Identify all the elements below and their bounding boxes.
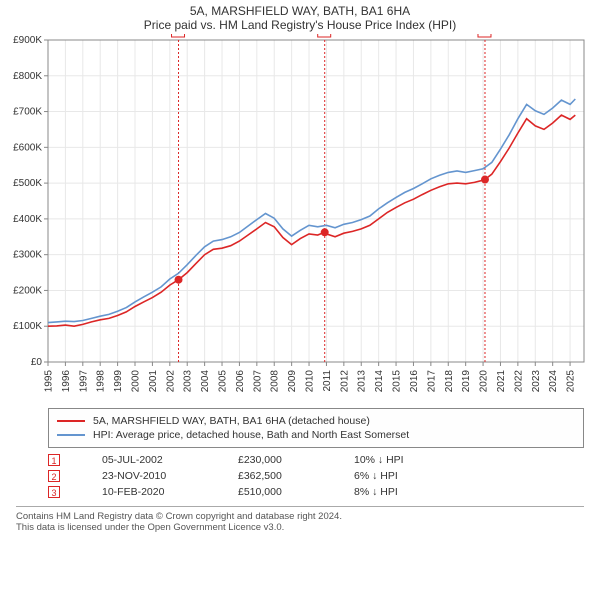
svg-text:2004: 2004 — [200, 370, 211, 393]
svg-text:2013: 2013 — [357, 370, 368, 393]
title-address: 5A, MARSHFIELD WAY, BATH, BA1 6HA — [0, 4, 600, 18]
svg-text:2016: 2016 — [409, 370, 420, 393]
svg-text:£500K: £500K — [13, 178, 42, 189]
svg-text:£900K: £900K — [13, 35, 42, 46]
svg-text:2024: 2024 — [548, 370, 559, 393]
svg-text:2014: 2014 — [374, 370, 385, 393]
svg-text:£800K: £800K — [13, 71, 42, 82]
legend-swatch-property — [57, 420, 85, 422]
sale-price: £230,000 — [238, 454, 318, 466]
svg-text:2017: 2017 — [426, 370, 437, 393]
svg-text:3: 3 — [482, 34, 487, 36]
svg-text:2005: 2005 — [218, 370, 229, 393]
svg-text:2020: 2020 — [479, 370, 490, 393]
svg-text:2010: 2010 — [305, 370, 316, 393]
footer-licence: Contains HM Land Registry data © Crown c… — [16, 506, 584, 533]
svg-text:£400K: £400K — [13, 214, 42, 225]
svg-text:2011: 2011 — [322, 370, 333, 392]
sale-price: £510,000 — [238, 486, 318, 498]
svg-text:1: 1 — [176, 34, 181, 36]
table-row: 2 23-NOV-2010 £362,500 6% ↓ HPI — [48, 470, 584, 482]
title-subtitle: Price paid vs. HM Land Registry's House … — [0, 18, 600, 32]
sale-diff: 8% ↓ HPI — [354, 486, 454, 498]
footer-line1: Contains HM Land Registry data © Crown c… — [16, 511, 584, 522]
svg-text:£600K: £600K — [13, 142, 42, 153]
table-row: 1 05-JUL-2002 £230,000 10% ↓ HPI — [48, 454, 584, 466]
svg-text:2023: 2023 — [531, 370, 542, 393]
sale-diff: 10% ↓ HPI — [354, 454, 454, 466]
legend-swatch-hpi — [57, 434, 85, 436]
svg-text:2: 2 — [322, 34, 327, 36]
sale-date: 05-JUL-2002 — [102, 454, 202, 466]
svg-text:2000: 2000 — [131, 370, 142, 393]
svg-text:2018: 2018 — [444, 370, 455, 393]
svg-text:2015: 2015 — [392, 370, 403, 393]
legend-text-hpi: HPI: Average price, detached house, Bath… — [93, 429, 409, 441]
svg-text:£700K: £700K — [13, 107, 42, 118]
svg-text:1995: 1995 — [44, 370, 55, 393]
svg-text:2003: 2003 — [183, 370, 194, 393]
sale-date: 10-FEB-2020 — [102, 486, 202, 498]
svg-text:£0: £0 — [31, 357, 43, 368]
svg-text:£200K: £200K — [13, 285, 42, 296]
chart-area: £0 £100K £200K £300K £400K £500K £600K £700K £80… — [0, 34, 600, 404]
svg-text:1999: 1999 — [113, 370, 124, 393]
chart-title-area: 5A, MARSHFIELD WAY, BATH, BA1 6HA Price … — [0, 0, 600, 34]
table-row: 3 10-FEB-2020 £510,000 8% ↓ HPI — [48, 486, 584, 498]
legend-entry-hpi: HPI: Average price, detached house, Bath… — [57, 429, 575, 441]
svg-text:2021: 2021 — [496, 370, 507, 393]
svg-text:£100K: £100K — [13, 321, 42, 332]
sale-diff: 6% ↓ HPI — [354, 470, 454, 482]
sale-marker-2: 2 — [48, 470, 60, 482]
svg-text:1998: 1998 — [96, 370, 107, 393]
sales-table: 1 05-JUL-2002 £230,000 10% ↓ HPI 2 23-NO… — [48, 454, 584, 498]
footer-line2: This data is licensed under the Open Gov… — [16, 522, 584, 533]
svg-text:2007: 2007 — [252, 370, 263, 393]
svg-text:1997: 1997 — [78, 370, 89, 393]
svg-text:2002: 2002 — [165, 370, 176, 393]
svg-text:2009: 2009 — [287, 370, 298, 393]
sale-marker-3: 3 — [48, 486, 60, 498]
svg-text:2025: 2025 — [566, 370, 577, 393]
svg-text:£300K: £300K — [13, 250, 42, 261]
svg-text:2001: 2001 — [148, 370, 159, 393]
legend-text-property: 5A, MARSHFIELD WAY, BATH, BA1 6HA (detac… — [93, 415, 370, 427]
svg-text:2006: 2006 — [235, 370, 246, 393]
svg-text:2008: 2008 — [270, 370, 281, 393]
svg-text:2019: 2019 — [461, 370, 472, 393]
svg-text:2012: 2012 — [339, 370, 350, 393]
sale-date: 23-NOV-2010 — [102, 470, 202, 482]
legend-entry-property: 5A, MARSHFIELD WAY, BATH, BA1 6HA (detac… — [57, 415, 575, 427]
svg-text:1996: 1996 — [61, 370, 72, 393]
legend: 5A, MARSHFIELD WAY, BATH, BA1 6HA (detac… — [48, 408, 584, 448]
chart-svg: £0 £100K £200K £300K £400K £500K £600K £700K £80… — [0, 34, 600, 404]
sale-price: £362,500 — [238, 470, 318, 482]
svg-text:2022: 2022 — [513, 370, 524, 393]
sale-marker-1: 1 — [48, 454, 60, 466]
